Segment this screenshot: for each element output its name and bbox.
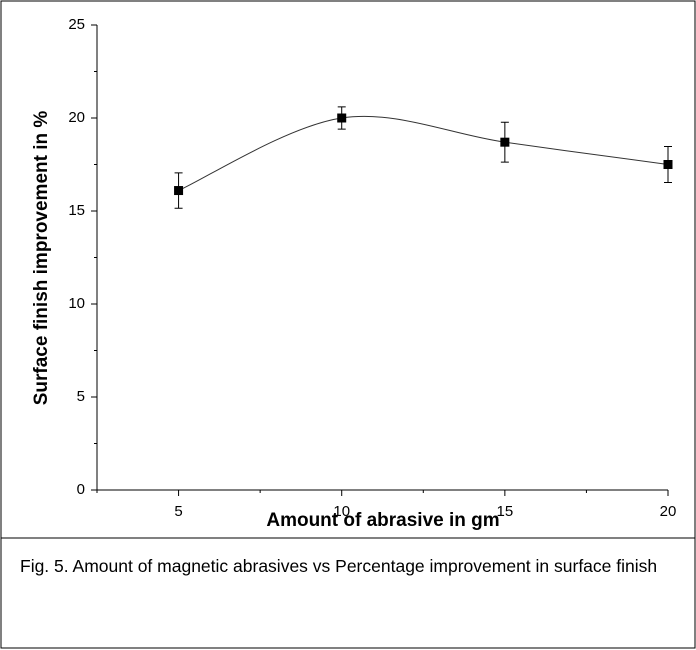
y-tick-label: 20 (68, 109, 85, 126)
y-tick-label: 25 (68, 16, 85, 33)
y-tick-label: 10 (68, 295, 85, 312)
y-tick-label: 5 (77, 388, 85, 405)
x-tick-label: 10 (333, 503, 350, 520)
point (174, 186, 184, 196)
x-tick-label: 5 (174, 503, 182, 520)
y-axis-label: Surface finish improvement in % (31, 111, 52, 406)
x-tick-label: 15 (497, 503, 514, 520)
line (178, 115, 669, 191)
x-tick-label: 20 (660, 503, 677, 520)
caption: Fig. 5. Amount of magnetic abrasives vs … (20, 556, 658, 576)
y-tick-label: 15 (68, 202, 85, 219)
point (337, 113, 347, 123)
point (663, 160, 673, 169)
point (500, 137, 510, 147)
y-tick-label: 0 (77, 481, 85, 498)
x-axis-label: Amount of abrasive in gm (266, 510, 499, 531)
